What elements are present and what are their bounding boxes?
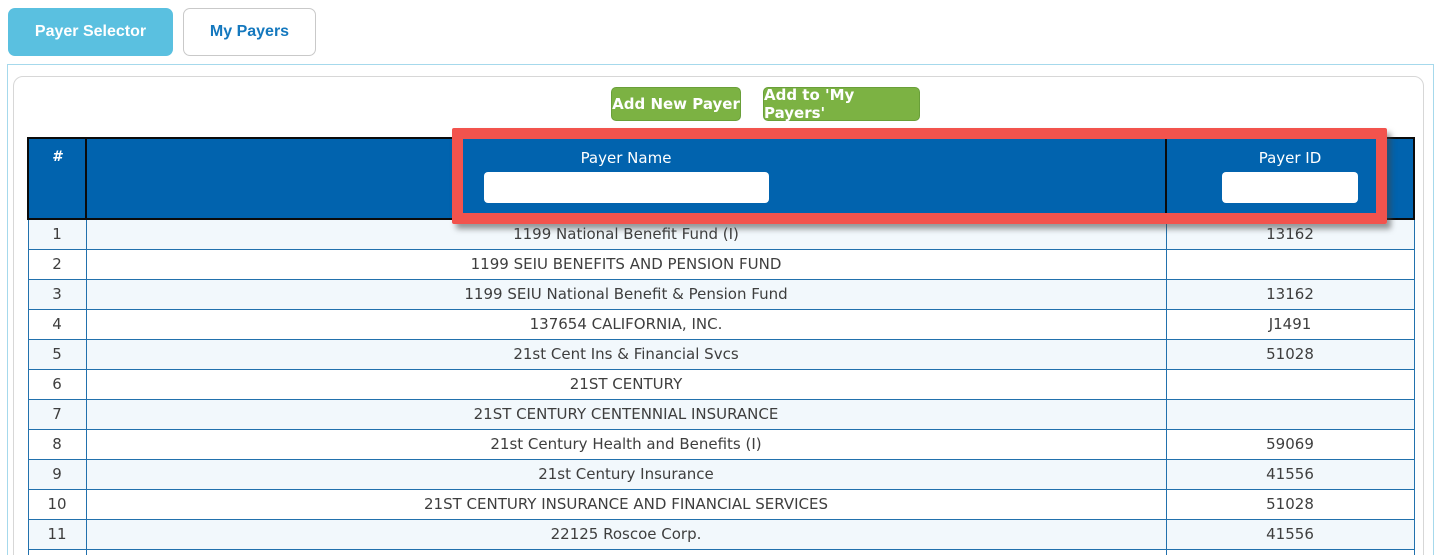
- payer-name-cell: 21ST CENTURY: [85, 368, 1167, 400]
- header-cell-payer-name: Payer Name: [85, 137, 1167, 220]
- table-row-partial: [27, 548, 1415, 555]
- table-row[interactable]: 2 1199 SEIU BENEFITS AND PENSION FUND: [27, 248, 1415, 280]
- row-number-cell: 2: [27, 248, 87, 280]
- payer-id-cell: [1165, 248, 1415, 280]
- payer-name-cell: 1199 SEIU National Benefit & Pension Fun…: [85, 278, 1167, 310]
- payer-name-cell: 21st Cent Ins & Financial Svcs: [85, 338, 1167, 370]
- payer-id-cell: 59069: [1165, 428, 1415, 460]
- add-new-payer-button[interactable]: Add New Payer: [611, 87, 741, 121]
- payer-name-cell: 21ST CENTURY CENTENNIAL INSURANCE: [85, 398, 1167, 430]
- table-row[interactable]: 11 22125 Roscoe Corp. 41556: [27, 518, 1415, 550]
- partial-row-body: [27, 548, 1415, 555]
- row-number-cell: 6: [27, 368, 87, 400]
- payer-name-cell: 1199 SEIU BENEFITS AND PENSION FUND: [85, 248, 1167, 280]
- table-row[interactable]: 5 21st Cent Ins & Financial Svcs 51028: [27, 338, 1415, 370]
- payer-name-column-label: Payer Name: [580, 149, 672, 167]
- table-row[interactable]: 3 1199 SEIU National Benefit & Pension F…: [27, 278, 1415, 310]
- table-row[interactable]: 6 21ST CENTURY: [27, 368, 1415, 400]
- row-number-cell: 5: [27, 338, 87, 370]
- payer-id-cell: 51028: [1165, 338, 1415, 370]
- table-row[interactable]: 10 21ST CENTURY INSURANCE AND FINANCIAL …: [27, 488, 1415, 520]
- table-row[interactable]: 4 137654 CALIFORNIA, INC. J1491: [27, 308, 1415, 340]
- payer-id-cell: 51028: [1165, 488, 1415, 520]
- payer-id-cell: 13162: [1165, 278, 1415, 310]
- row-number-cell: 1: [27, 218, 87, 250]
- payer-id-cell: 13162: [1165, 218, 1415, 250]
- row-number-cell: 11: [27, 518, 87, 550]
- payer-id-filter-input[interactable]: [1222, 172, 1358, 203]
- header-cell-index: #: [27, 137, 87, 220]
- row-number-cell: 4: [27, 308, 87, 340]
- payer-id-column-label: Payer ID: [1258, 149, 1322, 167]
- row-number-cell: 3: [27, 278, 87, 310]
- table-row[interactable]: 9 21st Century Insurance 41556: [27, 458, 1415, 490]
- row-number-cell: 7: [27, 398, 87, 430]
- payer-name-cell: 21st Century Insurance: [85, 458, 1167, 490]
- row-number-cell: 10: [27, 488, 87, 520]
- payer-id-cell: 41556: [1165, 458, 1415, 490]
- index-column-label: #: [52, 149, 62, 165]
- payer-name-cell: 22125 Roscoe Corp.: [85, 518, 1167, 550]
- table-body: 1 1199 National Benefit Fund (I) 13162 2…: [27, 218, 1415, 550]
- tab-my-payers[interactable]: My Payers: [183, 8, 316, 56]
- payer-id-cell: 41556: [1165, 518, 1415, 550]
- payer-name-cell: 1199 National Benefit Fund (I): [85, 218, 1167, 250]
- tab-payer-selector[interactable]: Payer Selector: [8, 8, 173, 56]
- payer-name-filter-input[interactable]: [483, 172, 769, 203]
- row-number-cell: 8: [27, 428, 87, 460]
- add-to-my-payers-button[interactable]: Add to 'My Payers': [763, 86, 920, 122]
- table-row[interactable]: 8 21st Century Health and Benefits (I) 5…: [27, 428, 1415, 460]
- payer-table: # Payer Name Payer ID 1 1199 National Be…: [27, 137, 1415, 555]
- payer-name-cell: 137654 CALIFORNIA, INC.: [85, 308, 1167, 340]
- row-number-cell: 9: [27, 458, 87, 490]
- payer-id-cell: [1165, 368, 1415, 400]
- table-row[interactable]: 1 1199 National Benefit Fund (I) 13162: [27, 218, 1415, 250]
- payer-name-cell: 21st Century Health and Benefits (I): [85, 428, 1167, 460]
- header-cell-payer-id: Payer ID: [1165, 137, 1415, 220]
- payer-id-cell: J1491: [1165, 308, 1415, 340]
- table-header: # Payer Name Payer ID: [27, 137, 1415, 220]
- payer-id-cell: [1165, 398, 1415, 430]
- payer-name-cell: 21ST CENTURY INSURANCE AND FINANCIAL SER…: [85, 488, 1167, 520]
- table-row[interactable]: 7 21ST CENTURY CENTENNIAL INSURANCE: [27, 398, 1415, 430]
